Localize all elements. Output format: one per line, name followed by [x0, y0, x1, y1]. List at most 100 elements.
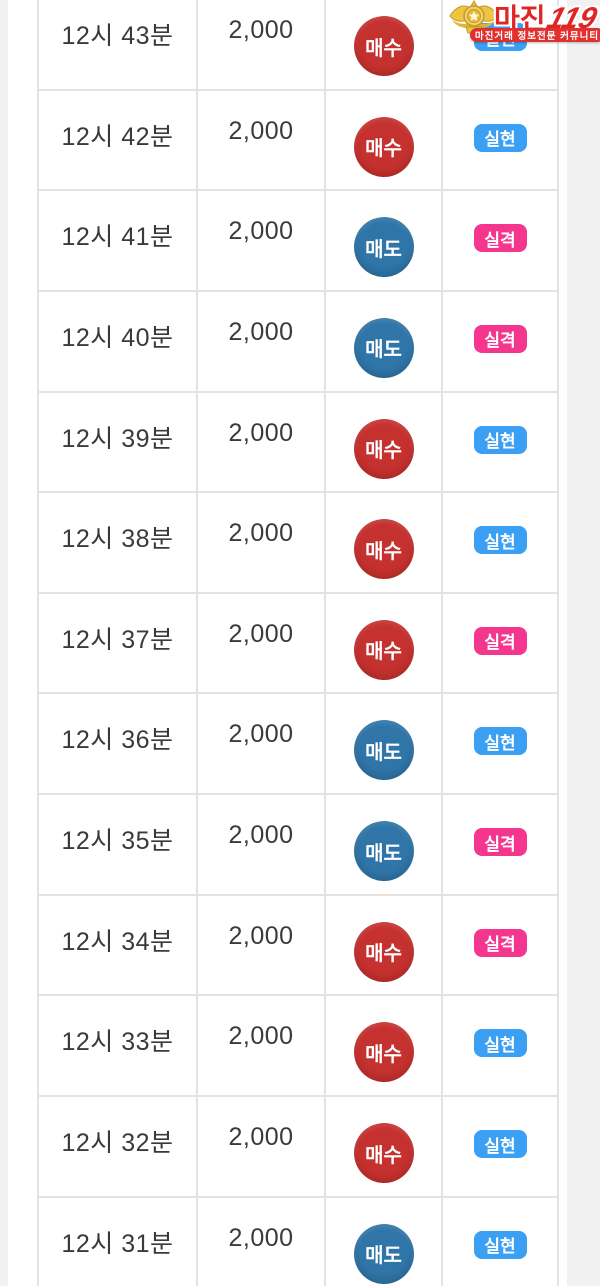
direction-badge: 매도: [353, 217, 414, 278]
trade-time-cell: 12시 35분: [39, 795, 198, 894]
trade-time-cell: 12시 39분: [39, 392, 198, 492]
trade-result-cell: 실현: [443, 1097, 557, 1196]
result-badge: 실현: [473, 727, 527, 756]
trade-amount: 2,000: [228, 1022, 294, 1051]
trade-time: 12시 32분: [61, 1129, 174, 1158]
trade-time: 12시 40분: [61, 323, 174, 352]
trade-history-table: 12시 43분 2,000 매수 실현 12시 42분 2,000 매수 실현 …: [37, 0, 559, 1286]
trade-time: 12시 38분: [61, 525, 174, 554]
trade-amount: 2,000: [228, 619, 294, 648]
direction-badge: 매도: [353, 317, 414, 378]
trade-direction-cell: 매수: [326, 493, 443, 592]
trade-amount: 2,000: [228, 16, 294, 44]
trade-result-cell: 실격: [443, 191, 557, 290]
trade-time: 12시 43분: [61, 22, 174, 50]
trade-amount-cell: 2,000: [198, 90, 326, 190]
trade-direction-cell: 매수: [326, 392, 443, 492]
trade-direction-cell: 매수: [326, 996, 443, 1096]
trade-direction-cell: 매수: [326, 0, 443, 89]
trade-amount-cell: 2,000: [198, 0, 326, 89]
trade-amount-cell: 2,000: [198, 191, 326, 290]
direction-badge: 매도: [353, 1223, 414, 1284]
trade-time: 12시 31분: [61, 1229, 174, 1258]
table-row: 12시 33분 2,000 매수 실현: [39, 996, 557, 1098]
trade-time-cell: 12시 40분: [39, 291, 198, 391]
trade-time: 12시 34분: [61, 927, 174, 956]
result-badge: 실현: [473, 526, 527, 555]
trade-amount-cell: 2,000: [198, 1197, 326, 1286]
trade-amount-cell: 2,000: [198, 895, 326, 995]
trade-amount: 2,000: [228, 1223, 294, 1252]
trade-amount: 2,000: [228, 821, 294, 850]
trade-time: 12시 42분: [61, 122, 174, 151]
result-badge: 실현: [473, 1130, 527, 1159]
trade-amount-cell: 2,000: [198, 291, 326, 391]
direction-badge: 매수: [353, 1022, 414, 1083]
trade-time-cell: 12시 36분: [39, 694, 198, 794]
direction-badge: 매수: [353, 921, 414, 982]
table-row: 12시 41분 2,000 매도 실격: [39, 191, 557, 292]
trade-amount: 2,000: [228, 217, 294, 246]
trade-amount-cell: 2,000: [198, 392, 326, 492]
trade-result-cell: 실격: [443, 896, 557, 995]
trade-time: 12시 37분: [61, 625, 174, 654]
trade-time-cell: 12시 33분: [39, 996, 198, 1096]
result-badge: 실격: [473, 928, 527, 957]
trade-result-cell: 실현: [443, 0, 557, 89]
trade-time-cell: 12시 43분: [39, 0, 198, 89]
trade-time-cell: 12시 32분: [39, 1097, 198, 1196]
direction-badge: 매도: [353, 821, 414, 882]
result-badge: 실격: [473, 224, 527, 253]
direction-badge: 매수: [353, 519, 414, 580]
trade-time-cell: 12시 41분: [39, 191, 198, 290]
trade-time: 12시 39분: [61, 424, 174, 453]
trade-result-cell: 실격: [443, 292, 557, 391]
content-card: 12시 43분 2,000 매수 실현 12시 42분 2,000 매수 실현 …: [8, 0, 567, 1286]
trade-result-cell: 실현: [443, 996, 557, 1095]
table-row: 12시 39분 2,000 매수 실현: [39, 392, 557, 494]
direction-badge: 매수: [353, 418, 414, 479]
trade-result-cell: 실격: [443, 594, 557, 693]
trade-direction-cell: 매수: [326, 593, 443, 693]
direction-badge: 매수: [353, 16, 414, 76]
trade-time: 12시 35분: [61, 827, 174, 856]
trade-direction-cell: 매수: [326, 1097, 443, 1196]
trade-amount-cell: 2,000: [198, 1097, 326, 1196]
trade-amount: 2,000: [228, 116, 294, 145]
result-badge: 실현: [473, 425, 527, 454]
direction-badge: 매수: [353, 1123, 414, 1184]
trade-amount: 2,000: [228, 921, 294, 950]
trade-direction-cell: 매수: [326, 895, 443, 995]
trade-amount: 2,000: [228, 317, 294, 346]
trade-result-cell: 실현: [443, 493, 557, 592]
direction-badge: 매도: [353, 720, 414, 781]
trade-amount-cell: 2,000: [198, 694, 326, 794]
trade-result-cell: 실현: [443, 694, 557, 793]
trade-time-cell: 12시 38분: [39, 493, 198, 592]
result-badge: 실격: [473, 828, 527, 857]
trade-direction-cell: 매도: [326, 1197, 443, 1286]
result-badge: 실현: [473, 23, 527, 51]
trade-direction-cell: 매도: [326, 291, 443, 391]
trade-amount-cell: 2,000: [198, 795, 326, 894]
result-badge: 실격: [473, 626, 527, 655]
trade-direction-cell: 매도: [326, 191, 443, 290]
trade-amount-cell: 2,000: [198, 996, 326, 1096]
table-row: 12시 43분 2,000 매수 실현: [39, 0, 557, 91]
trade-result-cell: 실현: [443, 393, 557, 492]
trade-amount: 2,000: [228, 418, 294, 447]
result-badge: 실현: [473, 123, 527, 152]
table-row: 12시 32분 2,000 매수 실현: [39, 1097, 557, 1198]
trade-direction-cell: 매수: [326, 90, 443, 190]
table-row: 12시 36분 2,000 매도 실현: [39, 694, 557, 796]
trade-result-cell: 실현: [443, 1198, 557, 1286]
trade-time-cell: 12시 31분: [39, 1197, 198, 1286]
trade-result-cell: 실현: [443, 91, 557, 190]
trade-result-cell: 실격: [443, 795, 557, 894]
trade-time-cell: 12시 37분: [39, 593, 198, 693]
result-badge: 실현: [473, 1029, 527, 1058]
trade-time: 12시 33분: [61, 1028, 174, 1057]
trade-amount-cell: 2,000: [198, 493, 326, 592]
trade-amount: 2,000: [228, 519, 294, 548]
